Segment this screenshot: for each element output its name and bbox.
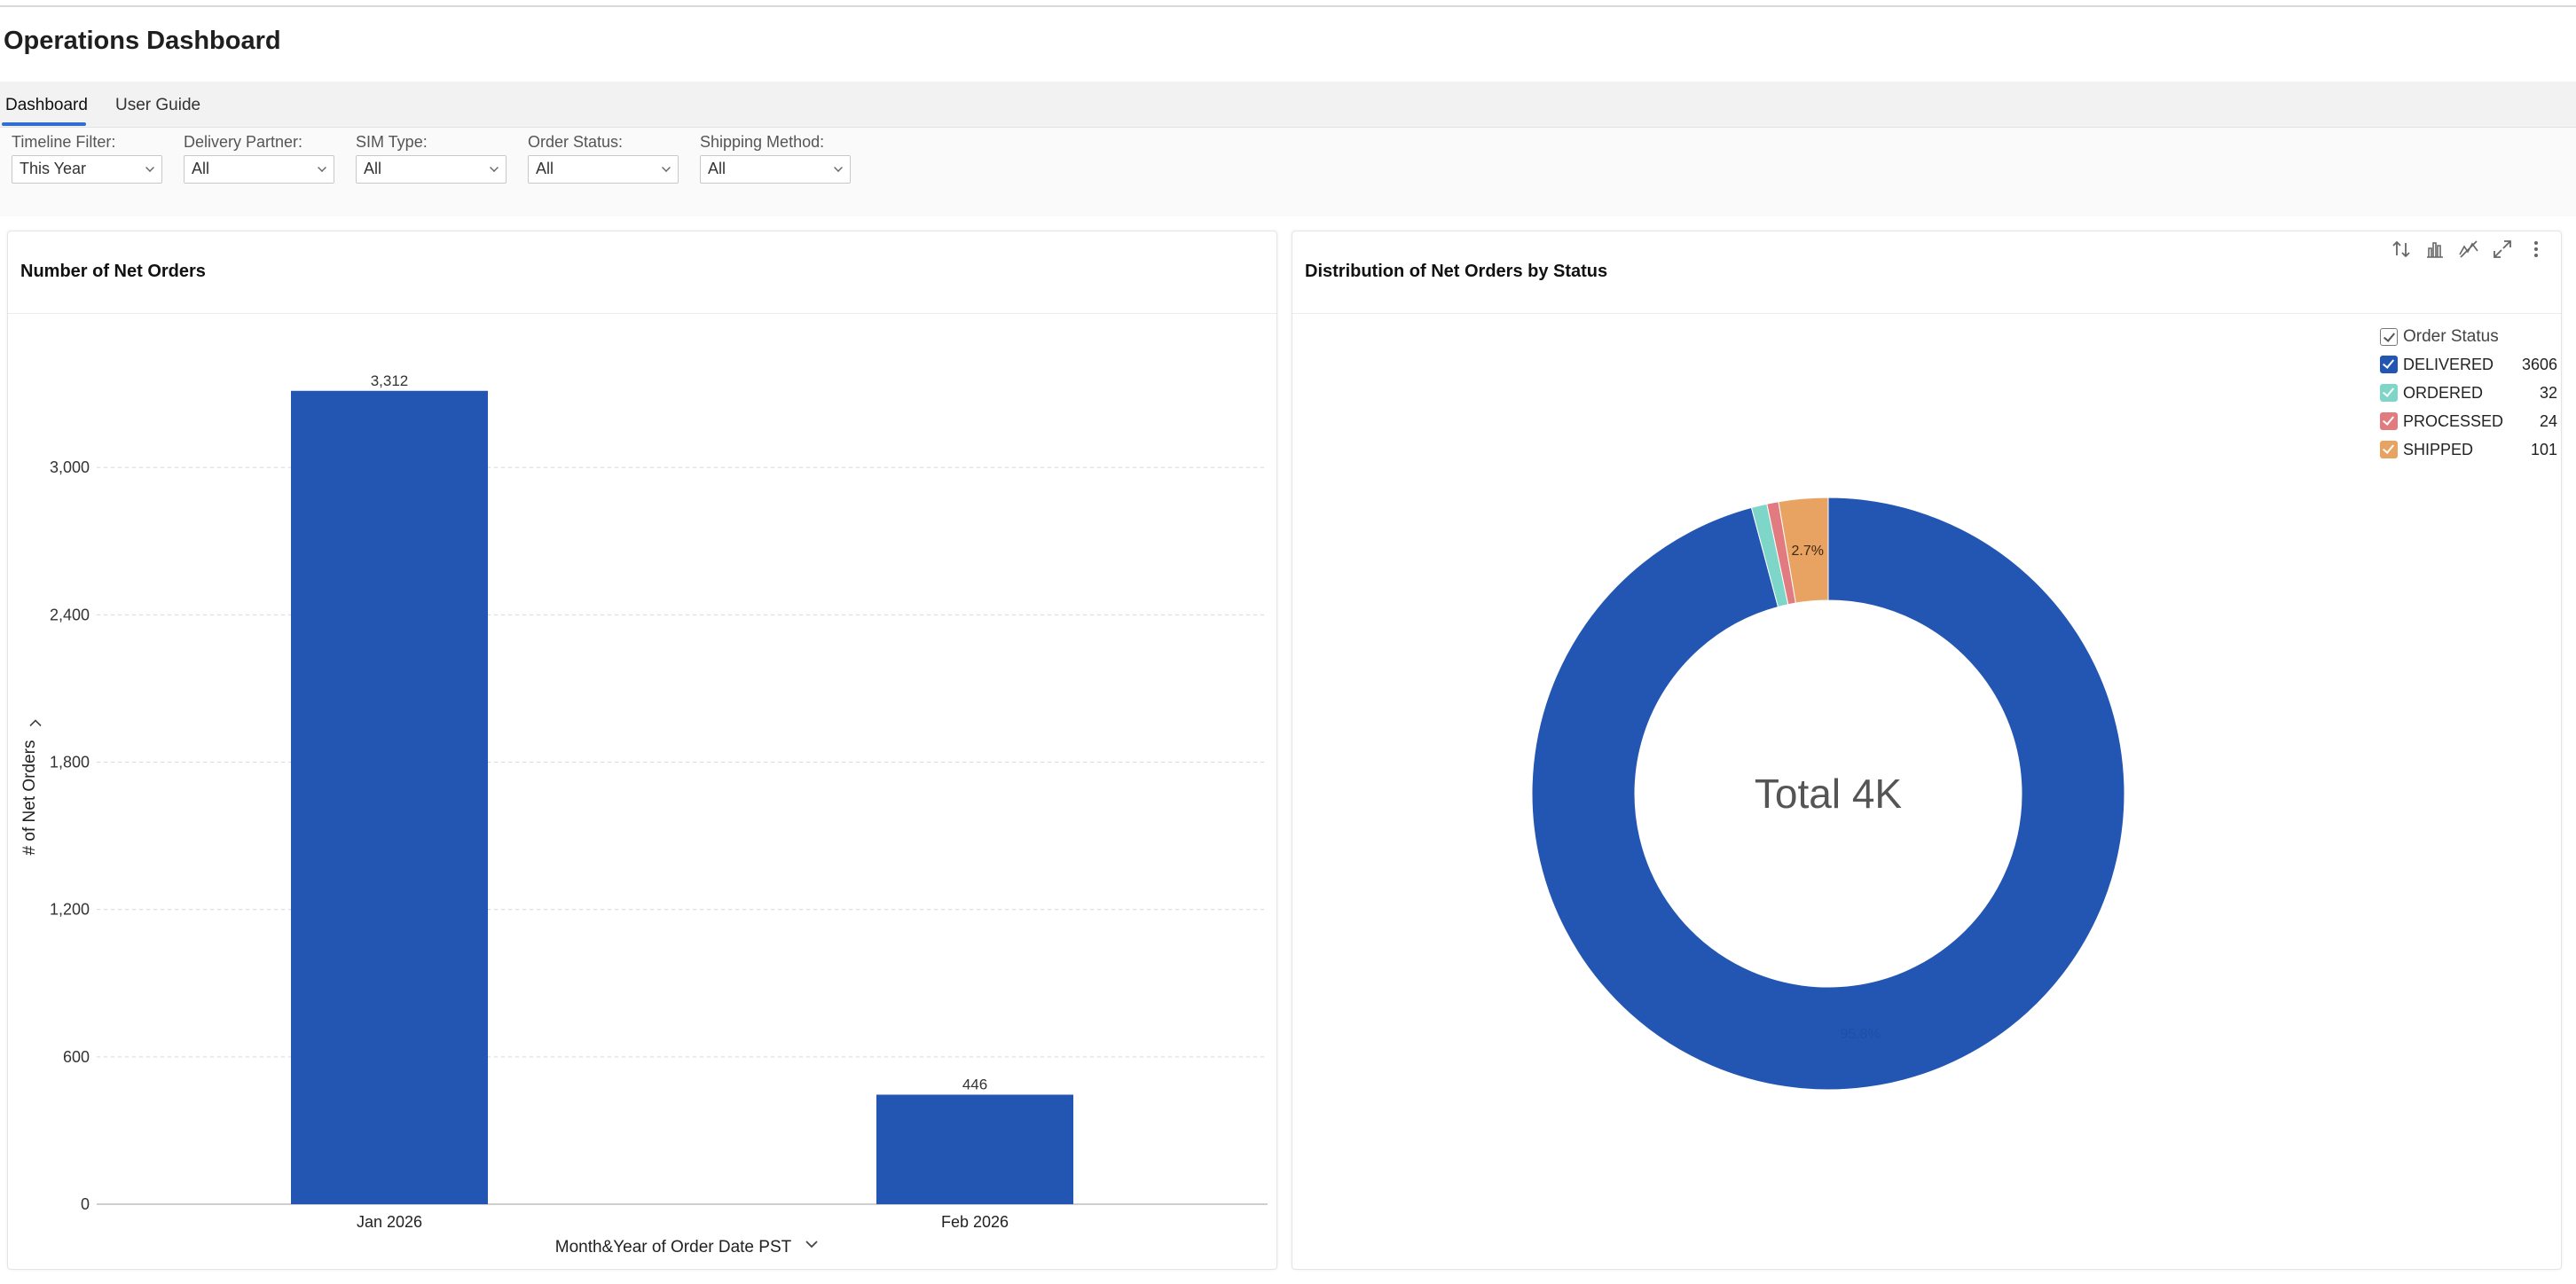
legend-count: 24 bbox=[2539, 411, 2557, 430]
y-tick-label: 3,000 bbox=[50, 458, 90, 476]
legend-toggle-all[interactable]: Order Status bbox=[2380, 324, 2557, 350]
checkbox-icon bbox=[2380, 412, 2398, 430]
x-tick-label: Jan 2026 bbox=[357, 1213, 422, 1231]
panel-divider bbox=[1292, 313, 2561, 314]
filter-shipping-method: Shipping Method: All bbox=[700, 133, 851, 184]
chart-legend: Order Status DELIVERED 3606 ORDERED 32 PROCE… bbox=[2380, 324, 2557, 464]
status-distribution-panel: Distribution of Net Orders by Status 95.… bbox=[1292, 231, 2562, 1270]
chart-type-icon[interactable] bbox=[2458, 239, 2479, 260]
delivery-partner-select[interactable]: All bbox=[184, 155, 334, 184]
slice-label: 2.7% bbox=[1792, 544, 1824, 559]
chevron-down-icon bbox=[662, 163, 671, 172]
bar[interactable] bbox=[876, 1094, 1073, 1204]
y-tick-label: 2,400 bbox=[50, 606, 90, 623]
chevron-down-icon bbox=[490, 163, 499, 172]
bar-data-label: 446 bbox=[962, 1076, 987, 1092]
checkbox-icon bbox=[2380, 384, 2398, 402]
x-axis-label[interactable]: Month&Year of Order Date PST bbox=[555, 1238, 792, 1257]
panel-divider bbox=[8, 313, 1276, 314]
legend-count: 32 bbox=[2539, 383, 2557, 402]
legend-item-delivered[interactable]: DELIVERED 3606 bbox=[2380, 350, 2557, 379]
legend-label: SHIPPED bbox=[2403, 440, 2474, 458]
checkbox-icon bbox=[2380, 441, 2398, 458]
y-axis-label[interactable]: # of Net Orders bbox=[20, 740, 39, 856]
filter-value: This Year bbox=[20, 160, 87, 177]
y-tick-label: 1,200 bbox=[50, 901, 90, 919]
y-tick-label: 0 bbox=[81, 1195, 90, 1213]
y-tick-label: 1,800 bbox=[50, 754, 90, 771]
net-orders-panel: Number of Net Orders 0 600 1,200 1,800 2,400… bbox=[7, 231, 1277, 1270]
timeline-filter-select[interactable]: This Year bbox=[12, 155, 162, 184]
slice-label: 95.8% bbox=[1840, 1027, 1880, 1042]
more-icon[interactable] bbox=[2525, 239, 2547, 260]
filter-timeline: Timeline Filter: This Year bbox=[12, 133, 162, 184]
bar-chart-icon[interactable] bbox=[2424, 239, 2446, 260]
filter-value: All bbox=[536, 160, 554, 177]
donut-slice-shipped[interactable] bbox=[1778, 497, 1829, 604]
chevron-down-icon[interactable] bbox=[805, 1241, 818, 1249]
legend-items: DELIVERED 3606 ORDERED 32 PROCESSED 24 SHIPPED… bbox=[2380, 350, 2557, 464]
order-status-select[interactable]: All bbox=[528, 155, 679, 184]
legend-label: DELIVERED bbox=[2403, 355, 2494, 373]
page-title: Operations Dashboard bbox=[4, 27, 281, 55]
tab-bar: Dashboard User Guide bbox=[0, 82, 2576, 128]
donut-slice-delivered[interactable] bbox=[1531, 497, 2125, 1091]
filter-label: Order Status: bbox=[528, 133, 624, 151]
legend-label: ORDERED bbox=[2403, 383, 2484, 402]
panel-title: Number of Net Orders bbox=[20, 262, 206, 281]
bar[interactable] bbox=[291, 390, 488, 1204]
x-tick-label: Feb 2026 bbox=[941, 1213, 1009, 1231]
chart-toolbar bbox=[2391, 239, 2547, 260]
filter-value: All bbox=[708, 160, 726, 177]
donut-chart: 95.8% 2.7% Total 4K bbox=[1531, 497, 2125, 1091]
chevron-down-icon bbox=[834, 163, 843, 172]
donut-center-label: Total 4K bbox=[1755, 771, 1903, 817]
chevron-down-icon bbox=[318, 163, 326, 172]
checkbox-icon bbox=[2380, 356, 2398, 373]
legend-item-shipped[interactable]: SHIPPED 101 bbox=[2380, 435, 2557, 464]
expand-icon[interactable] bbox=[2492, 239, 2513, 260]
bar-chart: 0 600 1,200 1,800 2,400 3,000 3,312 Jan 2026 446… bbox=[20, 372, 1268, 1257]
filter-value: All bbox=[192, 160, 210, 177]
filter-label: Delivery Partner: bbox=[184, 133, 303, 151]
checkbox-icon bbox=[2380, 328, 2398, 346]
legend-title: Order Status bbox=[2403, 327, 2499, 346]
chevron-down-icon[interactable] bbox=[29, 719, 42, 727]
legend-item-ordered[interactable]: ORDERED 32 bbox=[2380, 379, 2557, 407]
legend-item-processed[interactable]: PROCESSED 24 bbox=[2380, 407, 2557, 435]
tab-user-guide[interactable]: User Guide bbox=[115, 96, 201, 114]
active-tab-indicator bbox=[2, 122, 86, 126]
panel-title: Distribution of Net Orders by Status bbox=[1305, 262, 1608, 281]
filter-label: Shipping Method: bbox=[700, 133, 825, 151]
bar-data-label: 3,312 bbox=[371, 372, 409, 389]
sort-icon[interactable] bbox=[2391, 239, 2412, 260]
sim-type-select[interactable]: All bbox=[356, 155, 507, 184]
filter-label: SIM Type: bbox=[356, 133, 428, 151]
legend-label: PROCESSED bbox=[2403, 411, 2504, 430]
filter-value: All bbox=[364, 160, 382, 177]
shipping-method-select[interactable]: All bbox=[700, 155, 851, 184]
top-divider bbox=[0, 5, 2576, 7]
chevron-down-icon bbox=[145, 163, 154, 172]
legend-count: 101 bbox=[2530, 440, 2557, 458]
filter-delivery-partner: Delivery Partner: All bbox=[184, 133, 334, 184]
legend-count: 3606 bbox=[2521, 355, 2557, 373]
filter-order-status: Order Status: All bbox=[528, 133, 679, 184]
filter-sim-type: SIM Type: All bbox=[356, 133, 507, 184]
filter-label: Timeline Filter: bbox=[12, 133, 116, 151]
tab-dashboard[interactable]: Dashboard bbox=[5, 96, 88, 114]
y-tick-label: 600 bbox=[63, 1048, 90, 1066]
